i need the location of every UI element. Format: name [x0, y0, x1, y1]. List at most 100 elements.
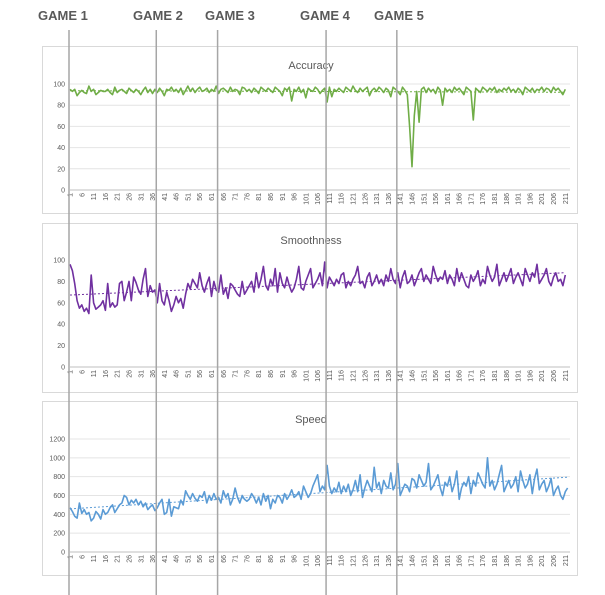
speed-xtick-label: 76 [244, 555, 251, 563]
accuracy-trendline [69, 90, 566, 93]
accuracy-xtick-label: 191 [516, 193, 523, 205]
speed-ytick-label: 600 [53, 493, 65, 500]
accuracy-xtick-label: 56 [197, 193, 204, 201]
accuracy-xtick-label: 91 [280, 193, 287, 201]
speed-xtick-label: 71 [233, 555, 240, 563]
speed-xtick-label: 16 [103, 555, 110, 563]
accuracy-ytick-label: 0 [61, 188, 65, 195]
smoothness-ytick-label: 0 [61, 365, 65, 372]
speed-xtick-label: 146 [409, 555, 416, 567]
speed-xtick-label: 11 [91, 555, 98, 562]
smoothness-xtick-label: 66 [221, 370, 228, 378]
game-5-label: GAME 5 [374, 8, 424, 23]
accuracy-xtick-label: 136 [386, 193, 393, 205]
smoothness-ytick-label: 60 [57, 300, 65, 307]
speed-ytick-label: 400 [53, 512, 65, 519]
speed-xtick-label: 106 [315, 555, 322, 567]
speed-chart-title: Speed [295, 414, 327, 426]
smoothness-trendline [69, 272, 566, 296]
smoothness-series-line [69, 261, 567, 315]
accuracy-xtick-label: 141 [398, 193, 405, 205]
accuracy-xtick-label: 106 [315, 193, 322, 205]
smoothness-xtick-label: 191 [516, 370, 523, 382]
accuracy-xtick-label: 116 [339, 193, 346, 204]
accuracy-xtick-label: 11 [91, 193, 98, 200]
speed-xtick-label: 101 [303, 555, 310, 567]
accuracy-xtick-label: 126 [362, 193, 369, 205]
accuracy-xtick-label: 81 [256, 193, 263, 201]
speed-chart: Speed 0 200 400 600 800 1000 1200 1 6 11 16 21 26 31 3… [42, 401, 578, 576]
smoothness-xtick-label: 31 [138, 370, 145, 378]
speed-xtick-label: 121 [351, 555, 358, 567]
speed-xtick-label: 126 [362, 555, 369, 567]
accuracy-ytick-label: 40 [57, 145, 65, 152]
smoothness-xtick-label: 141 [398, 370, 405, 382]
smoothness-xtick-label: 41 [162, 370, 169, 378]
smoothness-xtick-label: 56 [197, 370, 204, 378]
speed-xtick-label: 51 [185, 555, 192, 563]
smoothness-xtick-label: 206 [551, 370, 558, 382]
smoothness-xtick-label: 1 [68, 370, 75, 374]
speed-xtick-label: 36 [150, 555, 157, 563]
smoothness-xtick-label: 146 [409, 370, 416, 382]
smoothness-xtick-label: 96 [292, 370, 299, 378]
smoothness-xtick-label: 101 [303, 370, 310, 382]
smoothness-xtick-label: 181 [492, 370, 499, 382]
speed-xtick-label: 141 [398, 555, 405, 567]
accuracy-xtick-label: 211 [563, 193, 570, 204]
smoothness-chart-title: Smoothness [280, 235, 342, 247]
smoothness-xtick-label: 51 [185, 370, 192, 378]
speed-xtick-label: 136 [386, 555, 393, 567]
smoothness-xtick-label: 211 [563, 370, 570, 381]
speed-xtick-label: 191 [516, 555, 523, 567]
smoothness-ytick-label: 20 [57, 343, 65, 350]
smoothness-xtick-label: 121 [351, 370, 358, 382]
smoothness-xtick-label: 176 [480, 370, 487, 382]
speed-xtick-label: 81 [256, 555, 263, 563]
accuracy-xtick-label: 166 [457, 193, 464, 205]
speed-xtick-label: 196 [527, 555, 534, 567]
accuracy-xtick-label: 16 [103, 193, 110, 201]
accuracy-xtick-label: 146 [409, 193, 416, 205]
accuracy-xtick-label: 86 [268, 193, 275, 201]
accuracy-xtick-label: 76 [244, 193, 251, 201]
accuracy-chart: Accuracy 0 20 40 60 80 100 1 6 11 16 21 26 31 36 41 46 5… [42, 46, 578, 214]
accuracy-xtick-label: 1 [68, 193, 75, 197]
speed-xtick-label: 151 [421, 555, 428, 567]
accuracy-xtick-label: 51 [185, 193, 192, 201]
speed-xtick-label: 96 [292, 555, 299, 563]
smoothness-xtick-label: 106 [315, 370, 322, 382]
accuracy-xtick-label: 41 [162, 193, 169, 201]
speed-xtick-label: 186 [504, 555, 511, 567]
accuracy-xtick-label: 61 [209, 193, 216, 201]
speed-ytick-label: 200 [53, 531, 65, 538]
smoothness-ytick-label: 100 [53, 258, 65, 265]
accuracy-xtick-label: 96 [292, 193, 299, 201]
accuracy-xtick-label: 21 [115, 193, 122, 201]
smoothness-ytick-label: 80 [57, 279, 65, 286]
speed-trendline [69, 476, 568, 510]
smoothness-xtick-label: 81 [256, 370, 263, 378]
speed-ytick-label: 0 [61, 550, 65, 557]
speed-xtick-label: 56 [197, 555, 204, 563]
smoothness-xtick-label: 111 [327, 370, 334, 381]
smoothness-xtick-label: 201 [539, 370, 546, 382]
speed-ytick-label: 800 [53, 474, 65, 481]
smoothness-xtick-label: 131 [374, 370, 381, 382]
smoothness-xtick-label: 16 [103, 370, 110, 378]
accuracy-xtick-label: 151 [421, 193, 428, 205]
speed-xtick-label: 86 [268, 555, 275, 563]
accuracy-xtick-label: 206 [551, 193, 558, 205]
smoothness-xtick-label: 126 [362, 370, 369, 382]
accuracy-xtick-label: 71 [233, 193, 240, 201]
speed-series-line [69, 456, 569, 522]
accuracy-xtick-label: 171 [468, 193, 475, 205]
accuracy-chart-title: Accuracy [288, 60, 334, 72]
accuracy-xtick-label: 186 [504, 193, 511, 205]
smoothness-xtick-label: 166 [457, 370, 464, 382]
speed-xtick-label: 206 [551, 555, 558, 567]
game-1-label: GAME 1 [38, 8, 88, 23]
accuracy-xtick-label: 31 [138, 193, 145, 201]
speed-xtick-label: 26 [126, 555, 133, 563]
